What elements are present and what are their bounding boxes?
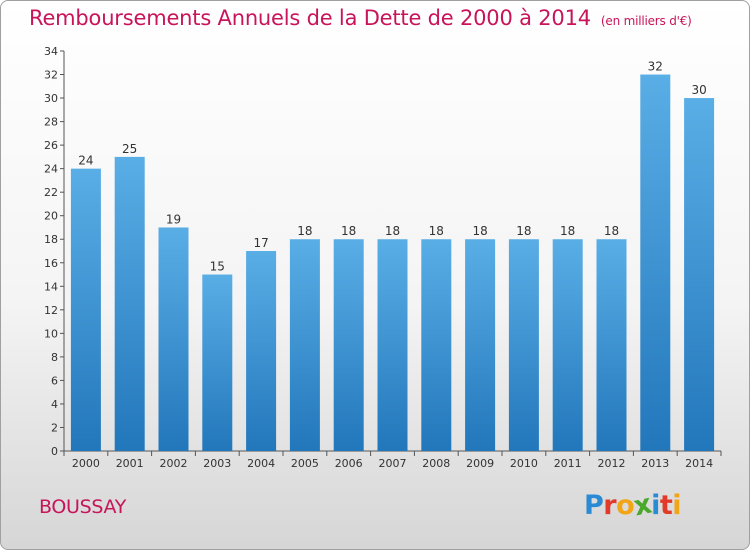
y-tick-label: 4 [51,398,58,411]
y-tick-label: 20 [44,210,58,223]
x-tick-label: 2001 [116,457,144,470]
x-tick-label: 2011 [554,457,582,470]
y-tick-label: 10 [44,327,58,340]
x-tick-label: 2002 [160,457,188,470]
x-tick-label: 2009 [466,457,494,470]
bar-2008 [421,239,452,451]
bar-2006 [333,239,364,451]
unit-note: (en milliers d'€) [600,14,692,28]
chart-title: Remboursements Annuels de la Dette de 20… [29,6,692,30]
x-tick-label: 2003 [203,457,231,470]
value-label: 18 [604,224,619,238]
value-label: 19 [166,212,181,226]
logo-letter: P [584,490,604,521]
bar-2014 [684,98,715,451]
bar-2001 [114,156,145,451]
commune-name: BOUSSAY [39,496,127,518]
logo-letter: r [603,490,617,521]
y-tick-label: 12 [44,304,58,317]
x-tick-label: 2000 [72,457,100,470]
value-label: 32 [648,60,663,74]
y-tick-label: 18 [44,233,58,246]
y-tick-label: 26 [44,139,58,152]
value-label: 18 [472,224,487,238]
y-tick-label: 16 [44,257,58,270]
y-tick-label: 8 [51,351,58,364]
value-label: 24 [78,154,93,168]
chart-title-text: Remboursements Annuels de la Dette de 20… [29,6,591,30]
y-tick-label: 6 [51,374,58,387]
y-tick-label: 22 [44,186,58,199]
logo-letter: i [672,490,682,521]
value-label: 17 [253,236,268,250]
x-tick-label: 2004 [247,457,275,470]
bar-2000 [70,168,101,451]
proxiti-logo[interactable]: Proxiti [584,489,682,523]
y-tick-label: 28 [44,116,58,129]
bar-2005 [289,239,320,451]
y-tick-label: 0 [51,445,58,458]
x-tick-label: 2014 [685,457,713,470]
value-label: 25 [122,142,137,156]
x-tick-label: 2005 [291,457,319,470]
bar-2009 [465,239,496,451]
value-label: 18 [297,224,312,238]
bars [70,74,715,451]
logo-letter: t [659,490,673,521]
bar-2003 [202,274,233,451]
x-tick-label: 2006 [335,457,363,470]
bar-2007 [377,239,408,451]
x-tick-label: 2013 [641,457,669,470]
y-tick-label: 30 [44,92,58,105]
value-label: 18 [341,224,356,238]
bar-2013 [640,74,671,451]
y-tick-label: 14 [44,280,58,293]
bar-2010 [508,239,539,451]
bar-2004 [246,251,277,451]
x-tick-label: 2007 [379,457,407,470]
value-label: 18 [516,224,531,238]
value-label: 18 [429,224,444,238]
value-label: 18 [385,224,400,238]
logo-letter: i [651,490,660,521]
x-tick-label: 2012 [598,457,626,470]
y-tick-label: 34 [44,45,58,58]
y-tick-label: 2 [51,421,58,434]
bar-2012 [596,239,627,451]
data-labels: 24 25 19 15 17 18 18 18 18 18 18 18 18 32 30 [78,60,706,274]
y-tick-label: 24 [44,163,58,176]
bar-2011 [552,239,583,451]
logo-letter: o [616,490,635,521]
x-tick-label: 2010 [510,457,538,470]
value-label: 15 [210,260,225,274]
y-tick-label: 32 [44,69,58,82]
x-tick-label: 2008 [422,457,450,470]
value-label: 30 [691,83,706,97]
bar-2002 [158,227,189,451]
value-label: 18 [560,224,575,238]
